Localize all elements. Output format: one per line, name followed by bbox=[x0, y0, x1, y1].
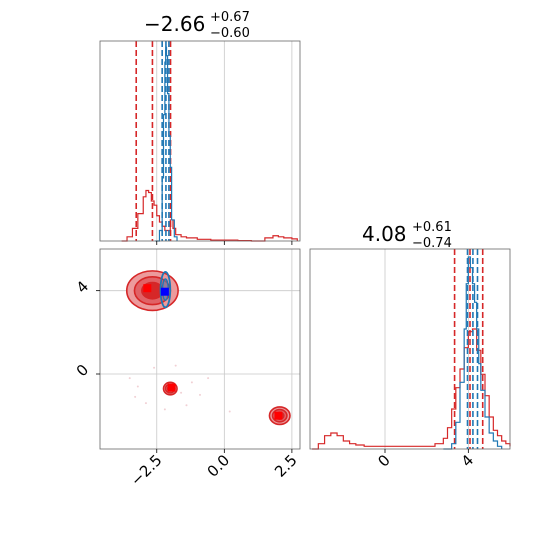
panel-frame bbox=[309, 248, 511, 450]
sample-point bbox=[190, 381, 193, 384]
title-param-2: 4.08 +0.61 −0.74 bbox=[362, 220, 452, 251]
best-fit-marker-red bbox=[274, 411, 283, 420]
sample-point bbox=[163, 408, 166, 411]
sample-point bbox=[207, 377, 210, 380]
title-lower-err: −0.74 bbox=[412, 236, 452, 251]
sample-point bbox=[228, 410, 231, 413]
title-value: −2.66 bbox=[144, 12, 205, 36]
title-lower-err: −0.60 bbox=[210, 26, 250, 41]
title-upper-err: +0.67 bbox=[210, 10, 250, 25]
best-fit-marker-red bbox=[167, 383, 176, 392]
marginal-panel-param-2 bbox=[309, 248, 511, 450]
marginal-panel-param-1 bbox=[99, 40, 301, 242]
sample-point bbox=[180, 391, 183, 394]
sample-point bbox=[134, 395, 137, 398]
histogram-series-1 bbox=[312, 328, 511, 450]
x-tick-label: −2.5 bbox=[127, 451, 165, 489]
sample-point bbox=[199, 393, 201, 396]
histogram-series-1 bbox=[121, 189, 298, 242]
histogram-series-2 bbox=[443, 256, 503, 450]
sample-point bbox=[174, 364, 177, 367]
sample-point bbox=[185, 404, 188, 407]
sample-point bbox=[144, 402, 147, 405]
x-tick-label: 0.0 bbox=[204, 451, 234, 481]
title-value: 4.08 bbox=[362, 222, 407, 246]
x-tick-label: 0 bbox=[374, 451, 393, 470]
sample-point bbox=[128, 377, 131, 380]
best-fit-marker-red bbox=[143, 284, 152, 293]
sample-point bbox=[153, 366, 156, 369]
y-tick-label: 4 bbox=[73, 277, 92, 296]
panel-frame bbox=[99, 40, 301, 242]
x-tick-label: 4 bbox=[458, 451, 477, 470]
panel-frame bbox=[99, 248, 301, 450]
title-param-1: −2.66 +0.67 −0.60 bbox=[144, 10, 250, 41]
title-upper-err: +0.61 bbox=[412, 220, 452, 235]
y-tick-label: 0 bbox=[73, 361, 92, 380]
sample-point bbox=[136, 385, 139, 388]
x-tick-label: 2.5 bbox=[271, 451, 301, 481]
contour-outer-blue bbox=[159, 271, 172, 309]
best-fit-marker-blue bbox=[160, 287, 169, 296]
joint-panel bbox=[99, 248, 301, 450]
